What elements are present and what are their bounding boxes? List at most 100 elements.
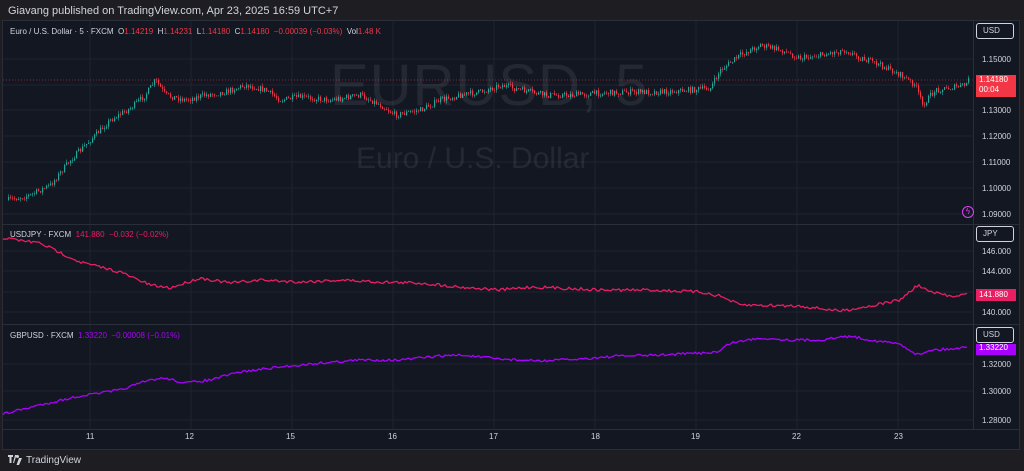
candle-body	[504, 85, 506, 88]
candle-body	[566, 92, 568, 96]
candle-body	[288, 96, 290, 98]
candle-body	[870, 58, 872, 59]
candle-body	[8, 197, 10, 200]
candle-body	[418, 110, 420, 112]
pane-separator[interactable]	[2, 324, 1020, 325]
lightning-icon[interactable]: ϟ	[962, 206, 974, 218]
candle-body	[866, 60, 868, 63]
gbpusd-title[interactable]: GBPUSD · FXCM	[10, 331, 74, 340]
candle-body	[768, 44, 770, 46]
candle-body	[74, 158, 76, 161]
candle-body	[214, 94, 216, 96]
candle-body	[828, 53, 830, 55]
candle-body	[250, 86, 252, 88]
candle-body	[874, 61, 876, 62]
candle-body	[798, 55, 800, 59]
candle-body	[560, 97, 562, 99]
candle-body	[242, 85, 244, 87]
pane-separator[interactable]	[2, 224, 1020, 225]
candle-body	[366, 98, 368, 101]
candle-body	[170, 93, 172, 98]
candle-body	[678, 90, 680, 94]
candle-body	[624, 90, 626, 92]
candle-body	[692, 87, 694, 93]
candle-body	[934, 92, 936, 96]
candle-body	[882, 62, 884, 69]
candle-body	[290, 97, 292, 100]
candle-body	[958, 86, 960, 88]
candle-body	[110, 119, 112, 121]
price-axis-label: 1.28000	[982, 416, 1011, 425]
candle-body	[108, 120, 110, 127]
candle-body	[698, 87, 700, 91]
candle-body	[840, 50, 842, 55]
time-axis-label: 12	[185, 432, 194, 441]
candle-body	[120, 114, 122, 115]
candle-body	[82, 146, 84, 152]
candle-body	[620, 94, 622, 96]
candle-body	[638, 89, 640, 94]
candle-body	[740, 52, 742, 55]
candle-body	[856, 53, 858, 57]
candle-body	[78, 149, 80, 152]
candle-body	[850, 53, 852, 55]
candle-body	[100, 127, 102, 134]
candle-body	[658, 94, 660, 95]
watermark-symbol: EURUSD, 5	[330, 53, 649, 118]
candle-body	[280, 101, 282, 103]
candle-body	[152, 85, 154, 86]
candle-body	[900, 72, 902, 77]
candle-body	[272, 90, 274, 95]
candle-body	[176, 96, 178, 98]
candle-body	[662, 89, 664, 94]
candle-body	[390, 111, 392, 113]
chart-frame[interactable]	[2, 20, 1020, 450]
main-symbol-title[interactable]: Euro / U.S. Dollar · 5 · FXCM	[10, 27, 114, 36]
candle-body	[676, 92, 678, 94]
candle-body	[268, 91, 270, 92]
candle-body	[364, 94, 366, 99]
candle-body	[168, 92, 170, 94]
gbpusd-currency-button[interactable]: USD	[976, 327, 1014, 343]
candle-body	[746, 52, 748, 56]
candle-body	[356, 95, 358, 96]
usdjpy-legend[interactable]: USDJPY · FXCM 141.880 −0.032 (−0.02%)	[10, 230, 169, 240]
gbpusd-legend[interactable]: GBPUSD · FXCM 1.33220 −0.00008 (−0.01%)	[10, 331, 180, 341]
candle-body	[76, 151, 78, 159]
candle-body	[90, 142, 92, 144]
main-currency-button[interactable]: USD	[976, 23, 1014, 39]
usdjpy-title[interactable]: USDJPY · FXCM	[10, 230, 72, 239]
candle-body	[260, 86, 262, 91]
low-value: 1.14180	[201, 27, 231, 36]
publish-header: Giavang published on TradingView.com, Ap…	[0, 0, 1024, 22]
published-text: Giavang published on TradingView.com, Ap…	[8, 5, 339, 17]
candle-body	[898, 72, 900, 77]
candle-body	[34, 193, 36, 194]
candle-body	[314, 100, 316, 102]
candle-body	[410, 111, 412, 112]
candle-body	[388, 110, 390, 112]
main-pane-legend[interactable]: Euro / U.S. Dollar · 5 · FXCM O1.14219 H…	[10, 27, 381, 37]
candle-body	[670, 90, 672, 94]
candle-body	[282, 101, 284, 102]
candle-body	[616, 90, 618, 94]
candle-body	[274, 94, 276, 97]
candle-body	[224, 94, 226, 96]
candle-body	[172, 97, 174, 100]
candle-body	[944, 87, 946, 90]
candle-body	[28, 194, 30, 197]
usdjpy-currency-button[interactable]: JPY	[976, 226, 1014, 242]
candle-body	[618, 93, 620, 95]
candle-body	[622, 90, 624, 95]
candle-body	[820, 52, 822, 57]
candle-body	[854, 52, 856, 54]
candle-body	[412, 111, 414, 112]
candle-body	[852, 52, 854, 55]
candle-body	[258, 89, 260, 91]
candle-body	[556, 95, 558, 96]
candle-body	[786, 51, 788, 53]
candle-body	[960, 84, 962, 88]
candle-body	[708, 89, 710, 91]
candle-body	[204, 93, 206, 97]
